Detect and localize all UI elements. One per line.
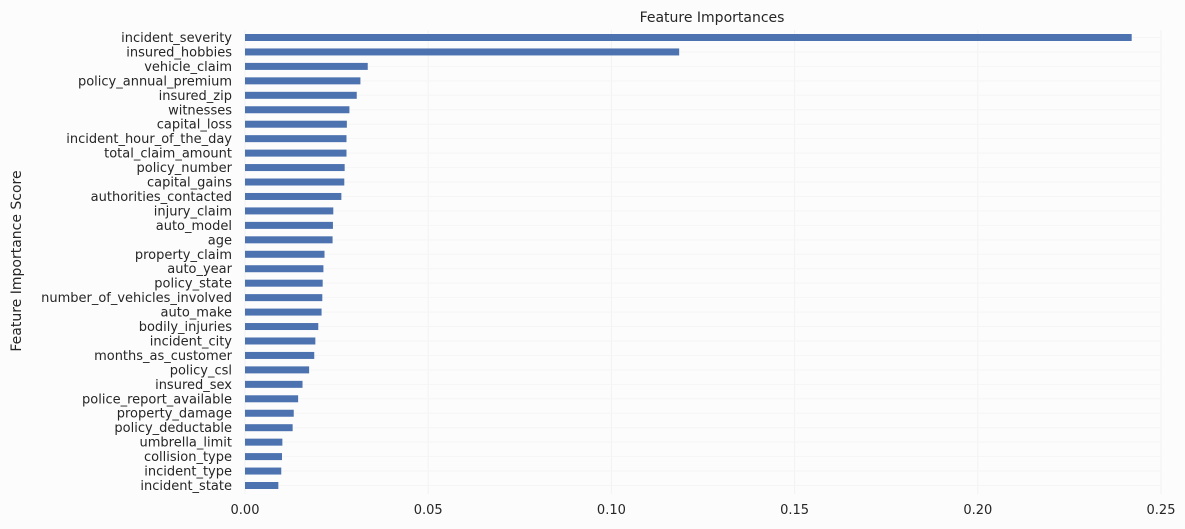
category-label-total_claim_amount: total_claim_amount bbox=[104, 147, 232, 162]
category-label-auto_year: auto_year bbox=[167, 262, 232, 277]
category-label-number_of_vehicles_involved: number_of_vehicles_involved bbox=[41, 291, 232, 306]
category-label-vehicle_claim: vehicle_claim bbox=[144, 60, 232, 75]
x-tick-label-5: 0.25 bbox=[1147, 503, 1176, 518]
bar-bodily_injuries bbox=[245, 323, 319, 331]
category-label-property_claim: property_claim bbox=[135, 248, 232, 263]
category-label-property_damage: property_damage bbox=[117, 407, 232, 422]
category-label-incident_type: incident_type bbox=[144, 465, 232, 480]
bar-incident_state bbox=[245, 482, 279, 489]
category-label-umbrella_limit: umbrella_limit bbox=[140, 436, 233, 451]
category-label-auto_model: auto_model bbox=[156, 219, 232, 234]
bar-auto_make bbox=[245, 308, 322, 316]
bar-property_claim bbox=[245, 250, 325, 258]
bar-total_claim_amount bbox=[245, 149, 347, 157]
bar-number_of_vehicles_involved bbox=[245, 294, 323, 302]
bar-property_damage bbox=[245, 409, 294, 417]
category-label-policy_state: policy_state bbox=[154, 277, 232, 292]
bar-policy_annual_premium bbox=[245, 77, 361, 85]
bar-capital_gains bbox=[245, 178, 345, 186]
category-label-capital_gains: capital_gains bbox=[147, 176, 232, 191]
bar-auto_year bbox=[245, 265, 324, 273]
bar-vehicle_claim bbox=[245, 62, 368, 70]
bar-age bbox=[245, 236, 333, 244]
bar-capital_loss bbox=[245, 120, 347, 128]
bar-policy_state bbox=[245, 279, 323, 287]
category-label-age: age bbox=[208, 233, 232, 248]
category-label-authorities_contacted: authorities_contacted bbox=[91, 190, 232, 205]
category-label-incident_state: incident_state bbox=[140, 479, 232, 494]
category-label-police_report_available: police_report_available bbox=[82, 392, 232, 407]
category-label-injury_claim: injury_claim bbox=[154, 204, 232, 219]
bar-insured_hobbies bbox=[245, 48, 680, 56]
category-label-bodily_injuries: bodily_injuries bbox=[139, 320, 233, 335]
bar-insured_sex bbox=[245, 380, 303, 388]
category-labels: incident_severityinsured_hobbiesvehicle_… bbox=[41, 31, 233, 494]
category-label-incident_severity: incident_severity bbox=[121, 31, 232, 46]
x-tick-label-0: 0.00 bbox=[231, 503, 260, 518]
bar-policy_deductable bbox=[245, 424, 293, 432]
category-label-policy_deductable: policy_deductable bbox=[114, 421, 232, 436]
category-label-policy_annual_premium: policy_annual_premium bbox=[78, 74, 232, 89]
category-label-insured_hobbies: insured_hobbies bbox=[126, 45, 232, 60]
y-axis-title: Feature Importance Score bbox=[9, 170, 25, 351]
bar-policy_csl bbox=[245, 366, 310, 374]
category-label-witnesses: witnesses bbox=[168, 103, 232, 118]
grid bbox=[244, 30, 1162, 494]
category-label-policy_number: policy_number bbox=[136, 161, 232, 176]
category-label-auto_make: auto_make bbox=[161, 306, 232, 321]
category-label-capital_loss: capital_loss bbox=[157, 118, 232, 133]
category-label-months_as_customer: months_as_customer bbox=[94, 349, 233, 364]
bar-incident_type bbox=[245, 467, 282, 475]
bar-authorities_contacted bbox=[245, 192, 342, 200]
bar-incident_hour_of_the_day bbox=[245, 135, 347, 143]
bar-umbrella_limit bbox=[245, 438, 283, 446]
x-tick-label-4: 0.20 bbox=[963, 503, 992, 518]
x-tick-label-2: 0.10 bbox=[597, 503, 626, 518]
category-label-incident_city: incident_city bbox=[150, 334, 233, 349]
bars bbox=[245, 34, 1132, 489]
x-tick-label-3: 0.15 bbox=[780, 503, 809, 518]
bar-incident_severity bbox=[245, 34, 1132, 41]
category-label-incident_hour_of_the_day: incident_hour_of_the_day bbox=[66, 132, 232, 147]
category-label-insured_zip: insured_zip bbox=[159, 89, 232, 104]
category-label-collision_type: collision_type bbox=[144, 450, 232, 465]
x-tick-labels: 0.00 0.05 0.10 0.15 0.20 0.25 bbox=[231, 503, 1176, 518]
category-label-insured_sex: insured_sex bbox=[155, 378, 232, 393]
bar-insured_zip bbox=[245, 91, 357, 99]
chart-title: Feature Importances bbox=[640, 10, 785, 26]
bar-collision_type bbox=[245, 453, 283, 461]
x-tick-label-1: 0.05 bbox=[414, 503, 443, 518]
bar-auto_model bbox=[245, 221, 333, 229]
bar-police_report_available bbox=[245, 395, 299, 403]
bar-witnesses bbox=[245, 106, 350, 114]
bar-incident_city bbox=[245, 337, 316, 345]
bar-months_as_customer bbox=[245, 351, 315, 359]
category-label-policy_csl: policy_csl bbox=[170, 363, 232, 378]
bar-policy_number bbox=[245, 164, 345, 172]
bar-injury_claim bbox=[245, 207, 334, 215]
